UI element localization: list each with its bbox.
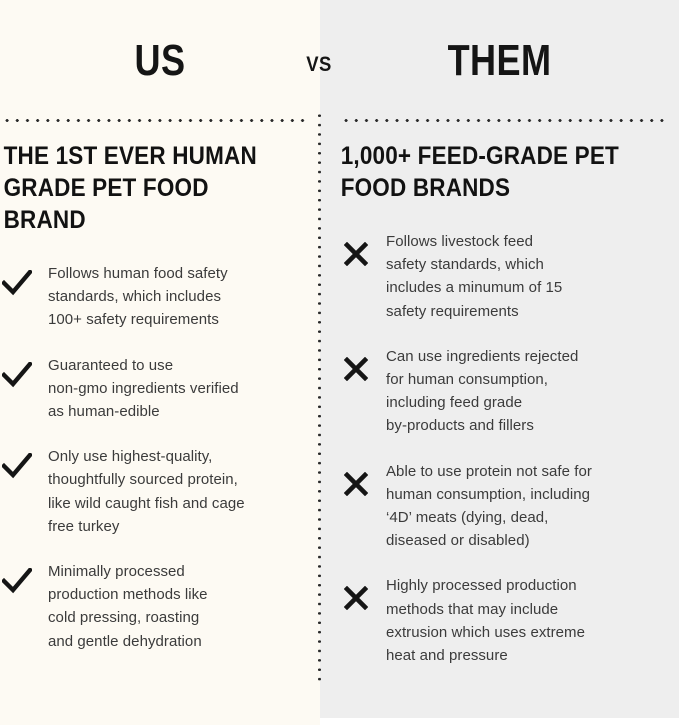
list-item-text: Follows human food safety standards, whi… <box>48 265 228 329</box>
dotted-divider-vertical <box>318 111 321 681</box>
list-item: Can use ingredients rejected for human c… <box>320 345 679 438</box>
list-item: Guaranteed to use non-gmo ingredients ve… <box>0 354 318 424</box>
list-item: Minimally processed production methods l… <box>0 560 318 653</box>
check-icon <box>2 361 32 388</box>
right-column-list: Follows livestock feed safety standards,… <box>320 230 679 667</box>
header-row: US VS THEM <box>0 0 679 120</box>
dotted-rule-left <box>2 119 309 122</box>
header-them: THEM <box>447 36 552 85</box>
list-item: Follows human food safety standards, whi… <box>0 262 318 332</box>
dotted-rule-right <box>341 119 666 122</box>
x-icon <box>344 242 368 266</box>
right-column: 1,000+ FEED-GRADE PET FOOD BRANDS Follow… <box>320 140 679 667</box>
list-item-text: Follows livestock feed safety standards,… <box>386 233 563 320</box>
list-item-text: Guaranteed to use non-gmo ingredients ve… <box>48 356 239 421</box>
list-item: Only use highest-quality, thoughtfully s… <box>0 445 318 538</box>
list-item-text: Minimally processed production methods l… <box>48 563 208 650</box>
list-item-text: Can use ingredients rejected for human c… <box>386 347 579 435</box>
check-icon <box>2 270 32 296</box>
list-item: Follows livestock feed safety standards,… <box>320 230 679 323</box>
check-icon <box>2 568 32 594</box>
header-vs: VS <box>306 53 332 76</box>
list-item: Able to use protein not safe for human c… <box>320 460 679 553</box>
header-us: US <box>134 36 186 85</box>
x-icon <box>344 356 368 381</box>
list-item: Highly processed production methods that… <box>320 574 679 667</box>
x-icon <box>344 471 368 496</box>
list-item-text: Able to use protein not safe for human c… <box>386 462 592 550</box>
list-item-text: Only use highest-quality, thoughtfully s… <box>48 448 245 535</box>
left-column: THE 1ST EVER HUMAN GRADE PET FOOD BRAND … <box>0 140 318 653</box>
left-column-title: THE 1ST EVER HUMAN GRADE PET FOOD BRAND <box>3 142 257 234</box>
left-column-list: Follows human food safety standards, whi… <box>0 262 318 653</box>
list-item-text: Highly processed production methods that… <box>386 577 585 665</box>
right-column-title: 1,000+ FEED-GRADE PET FOOD BRANDS <box>340 142 619 202</box>
x-icon <box>344 586 368 611</box>
check-icon <box>2 453 32 479</box>
